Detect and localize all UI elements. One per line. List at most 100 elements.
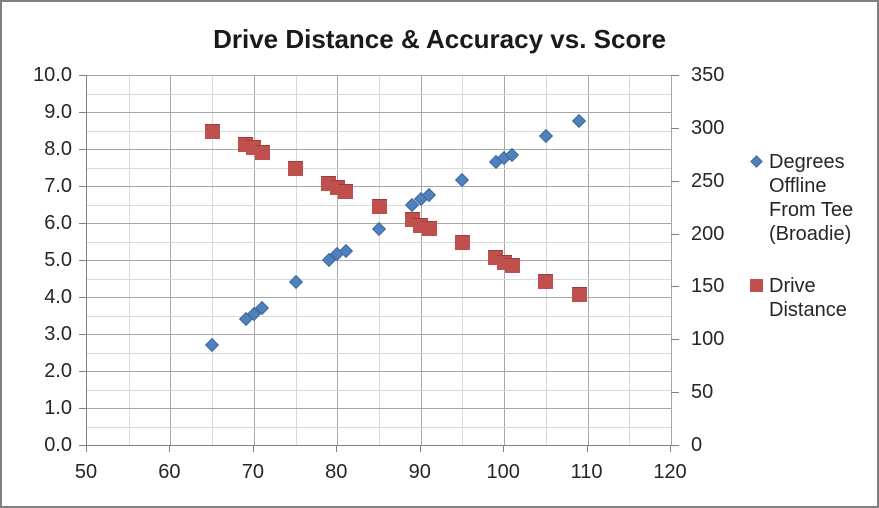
data-point-drive-distance[interactable] bbox=[504, 257, 520, 273]
y-left-tick-label: 0.0 bbox=[44, 434, 72, 456]
x-tick-label: 50 bbox=[74, 461, 98, 483]
x-tick-label: 70 bbox=[241, 461, 264, 483]
y-right-axis-tick bbox=[671, 392, 679, 394]
data-point-drive-distance[interactable] bbox=[288, 160, 304, 176]
gridline-horizontal bbox=[87, 426, 671, 428]
gridline-horizontal bbox=[87, 389, 671, 391]
data-point-degrees-offline[interactable] bbox=[288, 275, 303, 290]
legend-label-degrees-offline: Degrees Offline From Tee (Broadie) bbox=[769, 151, 854, 245]
gridline-vertical bbox=[629, 75, 631, 445]
x-axis-tick bbox=[252, 445, 254, 452]
gridline-horizontal bbox=[87, 260, 671, 261]
y-right-axis-tick bbox=[671, 75, 679, 76]
y-left-axis-tick bbox=[79, 445, 86, 446]
y-left-tick-label: 10.0 bbox=[33, 64, 72, 86]
gridline-horizontal bbox=[87, 315, 671, 317]
y-left-axis-tick bbox=[79, 371, 86, 372]
x-axis-tick bbox=[86, 445, 87, 452]
y-right-axis-tick bbox=[671, 180, 679, 182]
square-marker-icon bbox=[750, 279, 763, 292]
y-right-tick-label: 100 bbox=[691, 328, 725, 351]
y-left-tick-label: 3.0 bbox=[44, 323, 72, 345]
data-point-drive-distance[interactable] bbox=[538, 273, 554, 289]
data-point-degrees-offline[interactable] bbox=[371, 221, 387, 236]
y-left-axis-tick bbox=[79, 149, 86, 150]
gridline-horizontal bbox=[87, 186, 671, 187]
x-tick-label: 100 bbox=[486, 461, 520, 483]
data-point-drive-distance[interactable] bbox=[571, 287, 587, 303]
y-left-axis-tick bbox=[79, 186, 86, 187]
y-right-axis-tick bbox=[671, 339, 679, 341]
y-left-tick-label: 2.0 bbox=[44, 360, 72, 382]
x-tick-label: 110 bbox=[570, 461, 603, 483]
gridline-horizontal bbox=[87, 241, 671, 243]
y-left-tick-label: 9.0 bbox=[44, 101, 72, 123]
y-right-tick-label: 0 bbox=[691, 434, 703, 456]
y-right-axis-tick bbox=[671, 233, 679, 235]
y-left-tick-label: 4.0 bbox=[44, 286, 72, 308]
diamond-marker-icon bbox=[750, 155, 763, 168]
y-right-axis-tick bbox=[671, 445, 679, 446]
data-point-drive-distance[interactable] bbox=[204, 123, 220, 139]
x-axis-tick bbox=[336, 445, 338, 452]
data-point-degrees-offline[interactable] bbox=[538, 128, 553, 144]
gridline-horizontal bbox=[87, 130, 671, 132]
gridline-vertical bbox=[420, 75, 422, 445]
gridline-vertical bbox=[128, 75, 130, 445]
gridline-horizontal bbox=[87, 371, 671, 372]
gridline-vertical bbox=[253, 75, 255, 445]
y-right-tick-label: 350 bbox=[691, 64, 725, 86]
x-axis-tick bbox=[503, 445, 505, 452]
data-point-drive-distance[interactable] bbox=[371, 198, 387, 214]
legend-item-degrees-offline[interactable]: Degrees Offline From Tee (Broadie) bbox=[748, 150, 876, 246]
gridline-horizontal bbox=[87, 352, 671, 354]
gridline-horizontal bbox=[87, 93, 671, 95]
gridline-vertical bbox=[170, 75, 172, 445]
data-point-degrees-offline[interactable] bbox=[572, 114, 587, 129]
data-point-drive-distance[interactable] bbox=[454, 234, 470, 250]
data-point-drive-distance[interactable] bbox=[338, 183, 354, 199]
gridline-vertical bbox=[587, 75, 589, 445]
x-tick-label: 90 bbox=[408, 461, 431, 483]
y-right-tick-label: 50 bbox=[691, 381, 714, 404]
x-axis-tick bbox=[169, 445, 171, 452]
gridline-vertical bbox=[462, 75, 464, 445]
y-left-tick-label: 6.0 bbox=[44, 212, 72, 234]
x-tick-label: 80 bbox=[325, 461, 348, 483]
gridline-vertical bbox=[671, 75, 672, 445]
y-right-tick-label: 250 bbox=[691, 169, 725, 192]
data-point-drive-distance[interactable] bbox=[421, 220, 437, 236]
y-left-axis-tick bbox=[79, 223, 86, 224]
plot-area[interactable] bbox=[86, 75, 672, 446]
gridline-horizontal bbox=[87, 278, 671, 280]
gridline-horizontal bbox=[87, 149, 671, 150]
chart-title[interactable]: Drive Distance & Accuracy vs. Score bbox=[213, 24, 666, 54]
y-left-axis-tick bbox=[79, 112, 86, 113]
y-right-axis-tick bbox=[671, 286, 679, 288]
y-left-axis-tick bbox=[79, 260, 86, 261]
x-axis-tick bbox=[586, 445, 588, 452]
data-point-degrees-offline[interactable] bbox=[455, 173, 470, 188]
x-axis-tick bbox=[670, 445, 671, 452]
y-left-axis-tick bbox=[79, 75, 86, 76]
gridline-horizontal bbox=[87, 75, 671, 76]
data-point-drive-distance[interactable] bbox=[254, 144, 270, 160]
x-tick-label: 120 bbox=[653, 461, 687, 483]
y-left-tick-label: 1.0 bbox=[44, 397, 72, 419]
y-left-axis-tick bbox=[79, 408, 86, 409]
data-point-degrees-offline[interactable] bbox=[205, 338, 220, 353]
y-left-axis-tick bbox=[79, 334, 86, 335]
gridline-horizontal bbox=[87, 408, 671, 409]
y-right-tick-label: 200 bbox=[691, 222, 725, 245]
y-right-axis-tick bbox=[671, 127, 679, 129]
gridline-vertical bbox=[379, 75, 380, 445]
legend[interactable]: Degrees Offline From Tee (Broadie) Drive… bbox=[748, 150, 876, 322]
y-right-tick-label: 300 bbox=[691, 116, 725, 139]
legend-item-drive-distance[interactable]: Drive Distance bbox=[748, 274, 876, 322]
y-left-tick-label: 8.0 bbox=[44, 138, 72, 160]
y-left-tick-label: 5.0 bbox=[44, 249, 72, 271]
x-tick-label: 60 bbox=[158, 461, 181, 483]
legend-label-drive-distance: Drive Distance bbox=[769, 275, 847, 321]
gridline-horizontal bbox=[87, 112, 671, 113]
